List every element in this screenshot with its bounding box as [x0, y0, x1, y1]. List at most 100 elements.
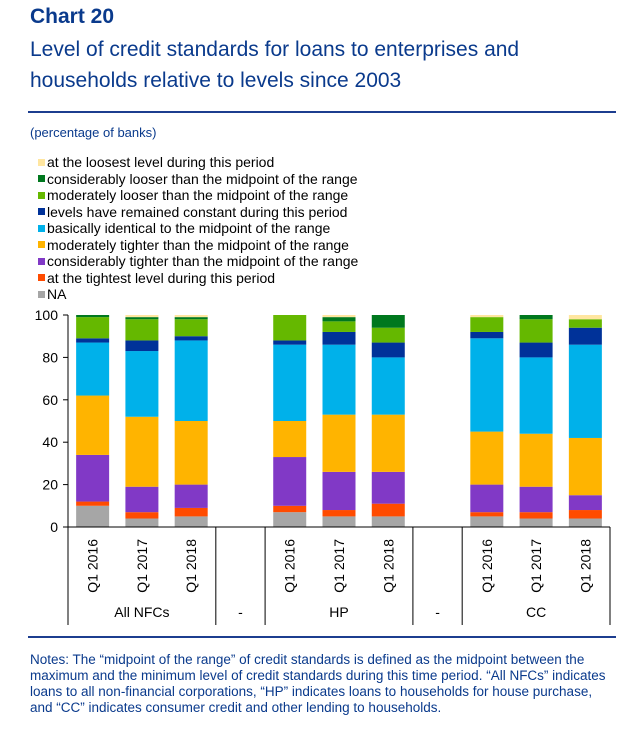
bar-segment	[322, 414, 356, 472]
y-tick-label: 40	[42, 434, 58, 450]
bar-segment	[371, 503, 405, 517]
y-tick-label: 20	[42, 477, 58, 493]
bar-segment	[322, 510, 356, 517]
legend-swatch	[38, 257, 45, 265]
bar-segment	[76, 454, 110, 502]
bar-segment	[174, 317, 208, 320]
bar-segment	[273, 421, 307, 458]
bar-segment	[76, 505, 110, 527]
bar-segment	[125, 351, 159, 417]
bar-segment	[371, 315, 405, 328]
legend-swatch	[38, 290, 45, 298]
bar-segment	[322, 315, 356, 318]
bar-segment	[371, 357, 405, 415]
x-tick-label: Q1 2016	[479, 539, 495, 593]
legend-label: NA	[47, 286, 67, 302]
legend-label: basically identical to the midpoint of t…	[47, 220, 331, 236]
bar-segment	[568, 315, 602, 320]
group-label: All NFCs	[114, 604, 169, 620]
legend-swatch	[38, 208, 45, 216]
bar-segment	[125, 315, 159, 318]
bar-segment	[371, 471, 405, 504]
legend: at the loosest level during this period c…	[38, 154, 358, 303]
bar-segment	[322, 331, 356, 345]
bar-segment	[470, 484, 504, 513]
legend-swatch	[38, 241, 45, 249]
bar-segment	[76, 315, 110, 318]
bar-segment	[371, 327, 405, 343]
legend-label: considerably tighter than the midpoint o…	[47, 253, 359, 269]
x-tick-label: Q1 2018	[577, 539, 593, 593]
bar-segment	[273, 344, 307, 421]
bar-segment	[76, 342, 110, 396]
bar-segment	[174, 421, 208, 485]
bar-segment	[568, 344, 602, 438]
legend-item: at the loosest level during this period	[38, 154, 358, 171]
bar-segment	[174, 319, 208, 337]
bar-segment	[273, 512, 307, 527]
y-tick-label: 0	[50, 519, 58, 535]
group-label: CC	[526, 604, 546, 620]
bar-segment	[568, 495, 602, 511]
stacked-bar-chart: 0 20 40 60 80 100 Q1 2016 Q1 2017 Q1 2018 Q1 2016…	[35, 307, 611, 625]
x-tick-label: Q1 2017	[528, 539, 544, 593]
legend-swatch	[38, 191, 45, 199]
bar-segment	[568, 437, 602, 496]
bar-segment	[273, 505, 307, 513]
legend-swatch	[38, 158, 45, 166]
y-tick-label: 60	[42, 392, 58, 408]
bar-segment	[322, 321, 356, 332]
bar-segment	[76, 338, 110, 343]
bar-segment	[174, 336, 208, 341]
bar-segment	[174, 516, 208, 527]
bar-segment	[371, 516, 405, 527]
bar-segment	[125, 319, 159, 341]
legend-item: considerably looser than the midpoint of…	[38, 171, 358, 188]
x-tick-label: Q1 2016	[282, 539, 298, 593]
bar-segment	[519, 433, 553, 487]
x-tick-label: Q1 2016	[85, 539, 101, 593]
x-tick-label: Q1 2017	[331, 539, 347, 593]
bar-segment	[470, 317, 504, 332]
bar-segment	[568, 518, 602, 527]
group-label: HP	[329, 604, 348, 620]
legend-item: levels have remained constant during thi…	[38, 204, 358, 221]
legend-item: moderately looser than the midpoint of t…	[38, 187, 358, 204]
bar-segment	[519, 518, 553, 527]
bar-segment	[568, 510, 602, 519]
legend-item: moderately tighter than the midpoint of …	[38, 237, 358, 254]
bar-segment	[273, 340, 307, 345]
legend-label: moderately looser than the midpoint of t…	[47, 187, 349, 203]
bar-segment	[125, 512, 159, 519]
bar-segment	[76, 501, 110, 506]
group-separator-label: -	[238, 604, 243, 620]
bar-segment	[519, 319, 553, 343]
legend-label: moderately tighter than the midpoint of …	[47, 236, 349, 253]
bar-segment	[519, 486, 553, 513]
bar-segment	[273, 315, 307, 341]
bar-segment	[125, 340, 159, 352]
bar-segment	[322, 344, 356, 415]
legend-swatch	[38, 224, 45, 232]
bar-segment	[125, 416, 159, 487]
bar-segment	[519, 512, 553, 519]
bar-segment	[470, 431, 504, 485]
chart-notes: Notes: The “midpoint of the range” of cr…	[30, 652, 606, 715]
bar-segment	[371, 342, 405, 358]
notes-divider	[28, 636, 616, 638]
legend-swatch	[38, 175, 45, 183]
bar-segment	[568, 319, 602, 328]
y-tick-label: 80	[42, 349, 58, 365]
x-tick-label: Q1 2018	[380, 539, 396, 593]
bar-segment	[174, 507, 208, 517]
bar-segment	[125, 486, 159, 513]
bar-segment	[568, 327, 602, 345]
bar-segment	[125, 317, 159, 320]
legend-swatch	[38, 274, 45, 282]
bar-segment	[470, 338, 504, 432]
bar-segment	[76, 317, 110, 339]
bar-segment	[470, 512, 504, 517]
bar-segment	[125, 518, 159, 527]
legend-label: considerably looser than the midpoint of…	[47, 170, 358, 187]
legend-item: NA	[38, 286, 358, 303]
